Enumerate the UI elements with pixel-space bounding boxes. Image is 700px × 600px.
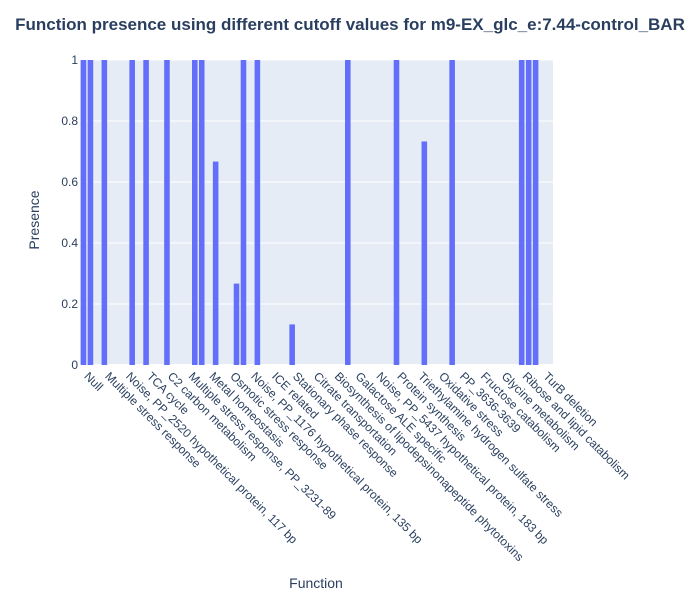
y-tick-label: 0 bbox=[71, 358, 78, 372]
y-tick-label: 0.2 bbox=[61, 297, 78, 311]
bar bbox=[80, 60, 87, 365]
chart-title: Function presence using different cutoff… bbox=[15, 15, 685, 34]
x-tick-label: Null bbox=[81, 369, 106, 394]
bar bbox=[254, 60, 261, 365]
bar bbox=[143, 60, 149, 365]
bar bbox=[240, 60, 247, 365]
bar bbox=[421, 141, 428, 365]
bar bbox=[393, 60, 400, 365]
bar bbox=[345, 60, 351, 365]
bar bbox=[532, 60, 539, 365]
bar bbox=[518, 60, 525, 365]
plot-area bbox=[80, 60, 553, 365]
bar bbox=[129, 60, 135, 365]
bar bbox=[289, 324, 295, 365]
bar bbox=[101, 60, 108, 365]
bar bbox=[233, 283, 240, 365]
y-axis-ticks: 0 0.2 0.4 0.6 0.8 1 bbox=[61, 53, 78, 372]
gridlines bbox=[80, 59, 553, 366]
bar bbox=[212, 161, 219, 365]
y-axis-title: Presence bbox=[26, 190, 42, 249]
bar bbox=[525, 60, 532, 365]
bar bbox=[198, 60, 205, 365]
x-axis-title: Function bbox=[289, 575, 343, 591]
y-tick-label: 0.8 bbox=[61, 114, 78, 128]
y-tick-label: 0.6 bbox=[61, 175, 78, 189]
bars bbox=[80, 60, 539, 365]
bar bbox=[87, 60, 94, 365]
y-tick-label: 0.4 bbox=[61, 236, 78, 250]
bar bbox=[191, 60, 198, 365]
y-tick-label: 1 bbox=[71, 53, 78, 67]
bar bbox=[449, 60, 455, 365]
bar bbox=[164, 60, 170, 365]
